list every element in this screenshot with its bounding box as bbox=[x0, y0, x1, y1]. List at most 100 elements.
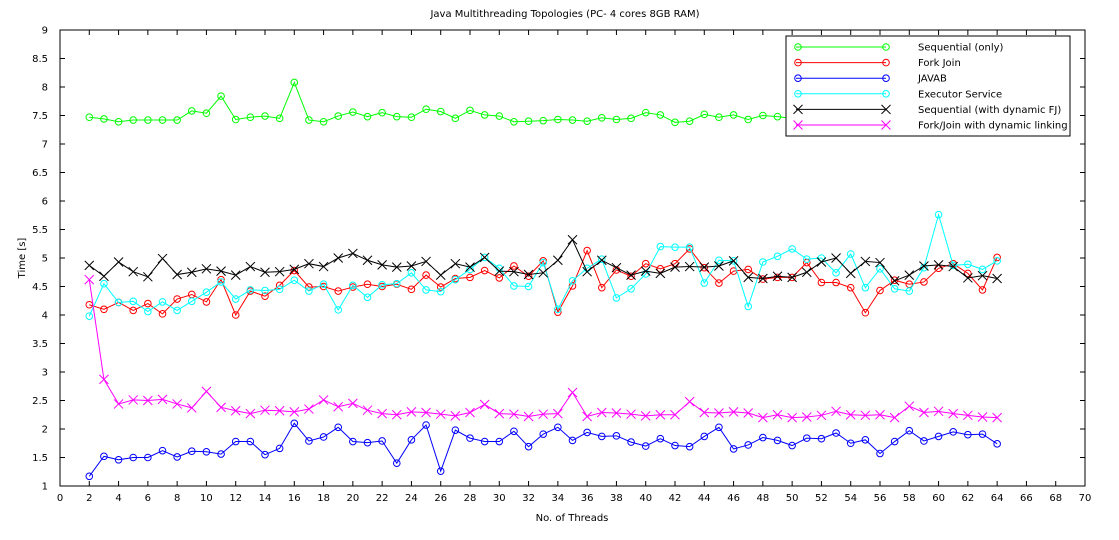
data-point bbox=[773, 436, 782, 445]
data-point bbox=[377, 259, 387, 270]
data-point bbox=[949, 261, 958, 270]
data-point bbox=[465, 262, 475, 272]
series-line bbox=[89, 248, 998, 317]
data-point bbox=[289, 407, 300, 417]
data-point bbox=[582, 266, 592, 277]
data-point bbox=[538, 267, 549, 278]
data-point bbox=[524, 442, 533, 451]
data-point bbox=[904, 270, 915, 280]
data-point bbox=[596, 255, 607, 266]
y-tick-label: 3.5 bbox=[32, 339, 48, 350]
x-tick-label: 16 bbox=[288, 493, 301, 504]
data-point bbox=[759, 433, 767, 442]
legend-marker bbox=[793, 104, 803, 115]
legend-item: Sequential (with dynamic FJ) bbox=[793, 104, 1061, 116]
x-tick-label: 4 bbox=[115, 493, 121, 504]
data-point bbox=[230, 405, 241, 416]
data-point bbox=[451, 275, 460, 284]
data-point bbox=[217, 92, 225, 100]
data-point bbox=[655, 268, 666, 279]
data-point bbox=[920, 437, 928, 445]
x-tick-label: 24 bbox=[405, 493, 418, 504]
data-point bbox=[612, 115, 621, 124]
data-point bbox=[349, 108, 357, 116]
data-point bbox=[758, 412, 768, 423]
data-point bbox=[700, 110, 709, 119]
data-point bbox=[773, 273, 782, 282]
data-point bbox=[627, 272, 635, 281]
data-point bbox=[715, 256, 723, 265]
legend-item: Fork/Join with dynamic linking bbox=[793, 120, 1068, 132]
data-point bbox=[231, 295, 240, 303]
data-point bbox=[977, 270, 988, 281]
data-point bbox=[684, 396, 695, 407]
y-tick-label: 8.5 bbox=[32, 54, 48, 65]
data-point bbox=[173, 306, 181, 315]
data-point bbox=[99, 374, 109, 385]
data-point bbox=[787, 412, 797, 423]
data-point bbox=[407, 269, 416, 277]
data-point bbox=[157, 394, 168, 405]
data-point bbox=[597, 113, 606, 122]
data-point bbox=[363, 112, 372, 121]
legend-item: Executor Service bbox=[794, 89, 1002, 100]
data-point bbox=[978, 286, 987, 294]
data-point bbox=[172, 269, 182, 280]
data-point bbox=[129, 116, 138, 124]
x-tick-label: 12 bbox=[229, 493, 242, 504]
data-point bbox=[319, 280, 328, 289]
data-point bbox=[186, 267, 197, 278]
data-point bbox=[744, 115, 753, 124]
legend-marker bbox=[882, 43, 890, 51]
data-point bbox=[158, 446, 167, 455]
x-tick-label: 20 bbox=[346, 493, 359, 504]
data-point bbox=[334, 306, 343, 314]
data-point bbox=[246, 286, 255, 294]
legend-label: Fork Join bbox=[918, 58, 961, 69]
data-point bbox=[963, 273, 973, 283]
data-point bbox=[143, 271, 153, 282]
data-point bbox=[274, 266, 285, 277]
data-point bbox=[964, 269, 972, 278]
data-point bbox=[128, 395, 139, 405]
x-tick-label: 10 bbox=[200, 493, 213, 504]
data-point bbox=[466, 106, 474, 115]
data-point bbox=[187, 107, 196, 115]
legend-label: Fork/Join with dynamic linking bbox=[918, 121, 1068, 132]
series-5 bbox=[84, 274, 1002, 423]
data-point bbox=[845, 268, 856, 279]
x-tick-label: 42 bbox=[669, 493, 682, 504]
legend: Sequential (only) Fork Join JAVAB Executor … bbox=[785, 35, 1071, 137]
legend-marker bbox=[794, 90, 802, 98]
data-point bbox=[378, 280, 386, 289]
data-point bbox=[407, 436, 416, 444]
data-point bbox=[510, 282, 518, 290]
series-line bbox=[88, 422, 998, 477]
data-point bbox=[626, 409, 636, 420]
data-point bbox=[84, 260, 95, 271]
data-point bbox=[992, 412, 1002, 423]
data-point bbox=[333, 253, 344, 263]
data-point bbox=[305, 116, 313, 124]
data-point bbox=[246, 437, 255, 446]
data-point bbox=[612, 266, 621, 274]
x-tick-label: 0 bbox=[57, 493, 63, 504]
y-tick-label: 1 bbox=[42, 482, 48, 493]
data-point bbox=[510, 262, 518, 270]
y-axis-label: Time [s] bbox=[17, 238, 28, 280]
data-point bbox=[173, 295, 181, 303]
data-point bbox=[993, 253, 1001, 262]
data-point bbox=[978, 265, 987, 274]
data-point bbox=[612, 432, 621, 440]
data-point bbox=[85, 300, 94, 309]
data-point bbox=[553, 255, 563, 266]
data-point bbox=[934, 432, 943, 441]
data-point bbox=[392, 279, 401, 288]
data-point bbox=[773, 252, 782, 261]
data-point bbox=[759, 111, 767, 120]
series-line bbox=[88, 279, 998, 419]
data-point bbox=[275, 444, 284, 453]
data-point bbox=[817, 434, 826, 443]
data-point bbox=[319, 117, 328, 126]
data-point bbox=[846, 250, 855, 258]
